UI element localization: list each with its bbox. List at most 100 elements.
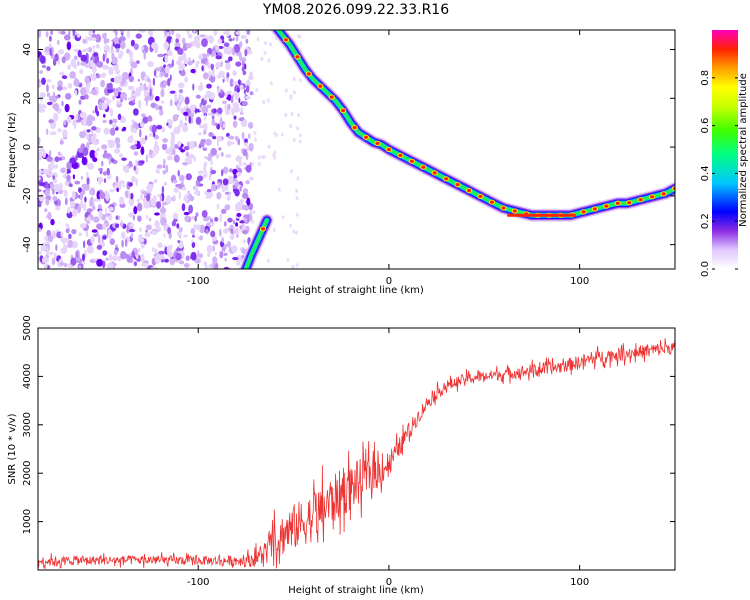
noise-speck	[277, 187, 281, 192]
noise-speck	[227, 90, 232, 95]
noise-speck	[117, 86, 121, 93]
noise-speck	[229, 234, 235, 240]
noise-speck	[147, 84, 151, 91]
noise-speck	[242, 162, 247, 166]
x-tick-label: 0	[386, 276, 392, 287]
noise-speck	[46, 79, 52, 83]
noise-speck	[38, 182, 46, 187]
noise-region	[38, 30, 302, 269]
noise-speck	[166, 155, 173, 161]
noise-speck	[175, 183, 181, 188]
noise-speck	[77, 60, 80, 66]
noise-speck	[132, 214, 135, 221]
noise-speck	[157, 242, 163, 248]
noise-speck	[203, 94, 207, 101]
noise-speck	[154, 67, 161, 72]
trace-hotspot-peak	[455, 183, 460, 187]
noise-speck	[120, 80, 124, 86]
noise-speck	[284, 112, 288, 117]
noise-speck	[201, 65, 204, 72]
noise-speck	[86, 48, 89, 52]
noise-speck	[215, 46, 220, 50]
noise-speck	[86, 245, 94, 254]
noise-speck	[54, 200, 58, 205]
noise-speck	[48, 172, 55, 177]
noise-speck	[226, 72, 230, 78]
noise-speck	[151, 247, 155, 252]
noise-speck	[140, 122, 145, 128]
noise-speck	[106, 167, 110, 176]
noise-speck	[244, 217, 248, 223]
noise-speck	[295, 212, 299, 217]
noise-speck	[80, 61, 87, 66]
noise-speck	[137, 215, 142, 222]
noise-speck	[235, 222, 239, 227]
noise-speck	[90, 236, 95, 244]
noise-speck	[159, 194, 163, 203]
noise-speck	[145, 135, 148, 141]
trace-hotspot-peak	[375, 141, 380, 145]
noise-speck	[40, 55, 46, 64]
noise-speck	[165, 197, 172, 204]
noise-speck	[44, 51, 51, 55]
noise-speck	[115, 175, 119, 183]
x-tick-label: 0	[386, 577, 392, 588]
colorbar-gradient	[712, 30, 738, 269]
noise-speck	[130, 61, 138, 69]
noise-speck	[136, 60, 140, 64]
noise-speck	[239, 220, 246, 224]
noise-speck	[110, 77, 116, 83]
noise-speck	[113, 30, 117, 33]
noise-speck	[81, 183, 89, 189]
noise-speck	[291, 264, 295, 269]
noise-speck	[177, 82, 185, 89]
noise-speck	[206, 83, 212, 89]
noise-speck	[104, 208, 107, 214]
noise-speck	[113, 36, 120, 44]
noise-speck	[82, 147, 89, 157]
noise-speck	[97, 167, 104, 171]
noise-speck	[292, 138, 296, 143]
noise-speck	[198, 224, 201, 233]
noise-speck	[147, 115, 153, 122]
noise-speck	[228, 56, 233, 62]
noise-speck	[182, 161, 189, 166]
noise-speck	[89, 37, 97, 41]
trace-hotspot-peak	[592, 207, 597, 211]
noise-speck	[216, 88, 221, 93]
noise-speck	[292, 229, 296, 234]
noise-speck	[101, 96, 106, 102]
noise-speck	[188, 153, 195, 160]
noise-speck	[145, 229, 148, 233]
noise-speck	[92, 198, 99, 202]
noise-speck	[130, 233, 134, 239]
noise-speck	[57, 151, 61, 156]
noise-speck	[80, 87, 87, 96]
spectrogram-image	[38, 30, 675, 269]
noise-speck	[206, 104, 212, 109]
noise-speck	[263, 41, 267, 46]
noise-speck	[161, 100, 165, 104]
noise-speck	[295, 196, 299, 201]
noise-speck	[186, 30, 190, 35]
noise-speck	[119, 116, 127, 124]
noise-speck	[188, 204, 194, 214]
noise-speck	[210, 230, 216, 238]
noise-speck	[223, 266, 230, 269]
noise-speck	[210, 169, 217, 175]
noise-speck	[92, 110, 95, 114]
noise-speck	[248, 133, 251, 140]
noise-speck	[47, 211, 52, 221]
noise-speck	[181, 186, 187, 191]
noise-speck	[60, 86, 68, 91]
noise-speck	[226, 196, 230, 201]
noise-speck	[269, 81, 273, 86]
noise-speck	[184, 57, 187, 66]
trace-hotspot-peak	[638, 198, 643, 202]
noise-speck	[246, 85, 250, 93]
noise-speck	[79, 69, 84, 75]
noise-speck	[177, 140, 182, 147]
noise-speck	[101, 102, 108, 110]
noise-speck	[138, 237, 145, 243]
noise-speck	[89, 149, 96, 159]
